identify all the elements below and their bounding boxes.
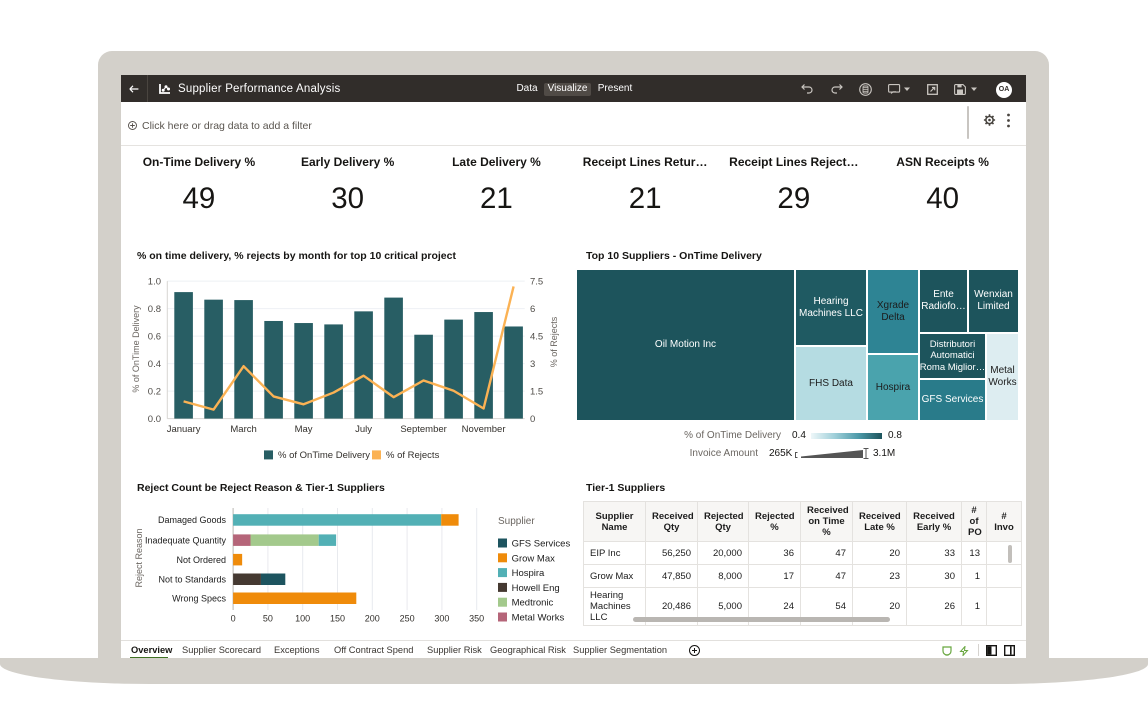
svg-text:0.6: 0.6 <box>148 331 161 342</box>
svg-text:50: 50 <box>263 614 273 624</box>
svg-text:Medtronic: Medtronic <box>512 598 554 609</box>
svg-text:0.8: 0.8 <box>148 304 161 315</box>
svg-text:Inadequate Quantity: Inadequate Quantity <box>145 535 227 545</box>
svg-text:Hospira: Hospira <box>512 568 545 579</box>
svg-text:% of Rejects: % of Rejects <box>386 450 440 461</box>
svg-text:6: 6 <box>530 304 535 315</box>
svg-text:Grow Max: Grow Max <box>512 553 556 564</box>
svg-text:Not Ordered: Not Ordered <box>176 555 226 565</box>
svg-text:0.4: 0.4 <box>148 359 161 370</box>
svg-text:100: 100 <box>295 614 310 624</box>
svg-text:0.2: 0.2 <box>148 386 161 397</box>
svg-text:0: 0 <box>530 414 535 425</box>
svg-text:1.5: 1.5 <box>530 386 543 397</box>
svg-text:4.5: 4.5 <box>530 331 543 342</box>
svg-text:Howell Eng: Howell Eng <box>512 583 560 594</box>
svg-text:3: 3 <box>530 359 535 370</box>
svg-text:% of OnTime Delivery: % of OnTime Delivery <box>278 450 370 461</box>
svg-text:Metal Works: Metal Works <box>512 613 565 624</box>
svg-text:% of Rejects: % of Rejects <box>549 316 559 367</box>
svg-text:250: 250 <box>400 614 415 624</box>
svg-text:Not to Standards: Not to Standards <box>158 575 226 585</box>
svg-text:300: 300 <box>434 614 449 624</box>
svg-text:150: 150 <box>330 614 345 624</box>
svg-text:7.5: 7.5 <box>530 276 543 287</box>
svg-text:November: November <box>462 424 506 435</box>
svg-text:Damaged Goods: Damaged Goods <box>158 515 227 525</box>
svg-text:March: March <box>230 424 256 435</box>
svg-text:350: 350 <box>469 614 484 624</box>
svg-text:Reject Reason: Reject Reason <box>134 528 144 587</box>
svg-text:Wrong Specs: Wrong Specs <box>172 594 226 604</box>
svg-text:% of OnTime Delivery: % of OnTime Delivery <box>131 305 141 393</box>
svg-text:May: May <box>295 424 313 435</box>
svg-text:September: September <box>400 424 446 435</box>
svg-text:1.0: 1.0 <box>148 276 161 287</box>
svg-text:July: July <box>355 424 372 435</box>
svg-text:0: 0 <box>231 614 236 624</box>
svg-text:Supplier: Supplier <box>498 516 535 527</box>
svg-text:GFS Services: GFS Services <box>512 539 571 550</box>
svg-text:0.0: 0.0 <box>148 414 161 425</box>
svg-text:January: January <box>167 424 201 435</box>
svg-text:200: 200 <box>365 614 380 624</box>
